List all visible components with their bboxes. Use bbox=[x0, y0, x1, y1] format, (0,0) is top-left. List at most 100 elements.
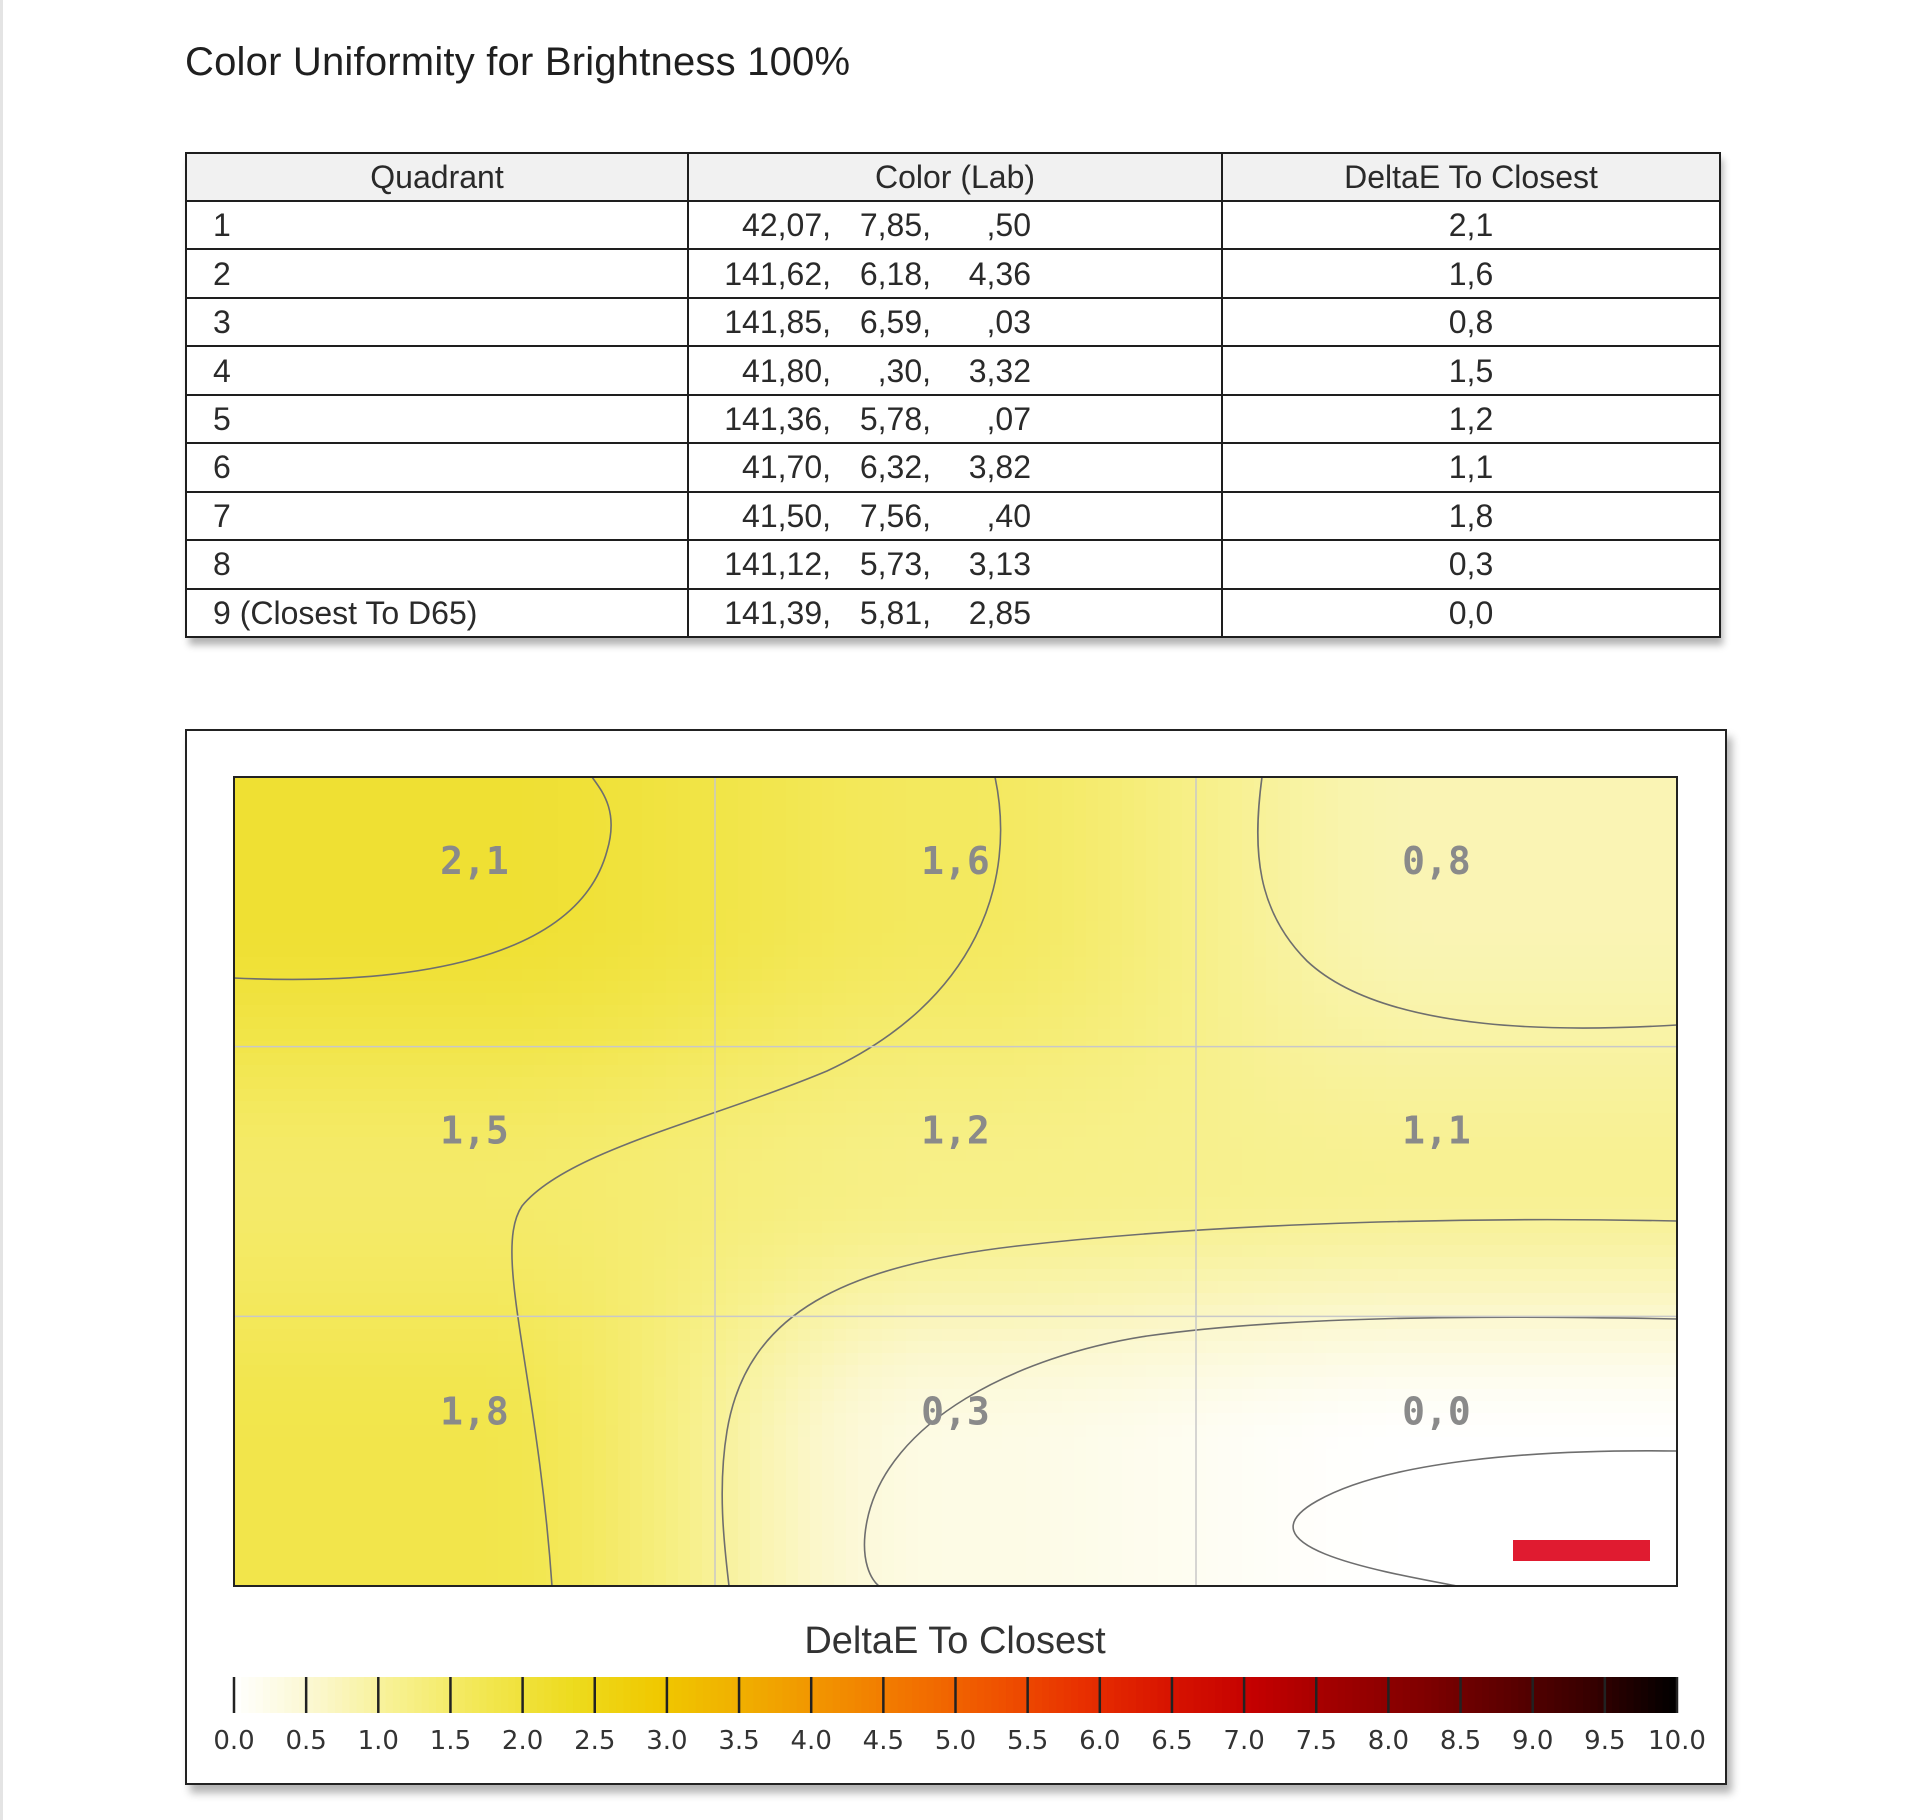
heat-tile bbox=[690, 1233, 703, 1246]
heat-tile bbox=[246, 1137, 259, 1150]
heat-tile bbox=[846, 1029, 859, 1042]
heat-tile bbox=[606, 813, 619, 826]
heat-tile bbox=[1602, 1233, 1615, 1246]
heat-tile bbox=[894, 801, 907, 814]
color-lab-cell: 41,80, ,30, 3,32 bbox=[687, 345, 1223, 396]
heat-tile bbox=[834, 897, 847, 910]
heat-tile bbox=[750, 861, 763, 874]
heat-tile bbox=[1410, 1077, 1423, 1090]
heat-tile bbox=[714, 1185, 727, 1198]
heat-tile bbox=[1458, 1221, 1471, 1234]
heat-tile bbox=[570, 1005, 583, 1018]
heat-tile bbox=[510, 873, 523, 886]
heat-tile bbox=[1314, 1233, 1327, 1246]
heat-tile bbox=[666, 789, 679, 802]
heat-tile bbox=[846, 957, 859, 970]
heat-tile bbox=[1566, 1209, 1579, 1222]
heat-tile bbox=[1398, 1113, 1411, 1126]
heat-tile bbox=[1602, 945, 1615, 958]
heat-tile bbox=[1578, 801, 1591, 814]
heat-tile bbox=[1326, 1101, 1339, 1114]
heat-tile bbox=[486, 1257, 499, 1270]
heat-tile bbox=[1482, 1197, 1495, 1210]
heat-tile bbox=[714, 885, 727, 898]
heat-tile bbox=[342, 1137, 355, 1150]
header-deltae: DeltaE To Closest bbox=[1221, 152, 1721, 202]
heat-tile bbox=[1050, 945, 1063, 958]
heat-tile bbox=[1110, 1017, 1123, 1030]
heat-tile bbox=[726, 1149, 739, 1162]
table-row: 8 141,12, 5,73, 3,13 0,3 bbox=[185, 539, 1721, 590]
heat-tile bbox=[834, 861, 847, 874]
heat-tile bbox=[654, 1209, 667, 1222]
heat-tile bbox=[1122, 825, 1135, 838]
heat-tile bbox=[1338, 837, 1351, 850]
heat-tile bbox=[1578, 993, 1591, 1006]
heat-tile bbox=[414, 777, 427, 790]
heat-tile bbox=[1470, 1209, 1483, 1222]
heat-tile bbox=[1518, 1053, 1531, 1066]
heat-tile bbox=[1290, 1077, 1303, 1090]
heat-tile bbox=[462, 885, 475, 898]
heat-tile bbox=[342, 933, 355, 946]
heat-tile bbox=[654, 909, 667, 922]
heat-tile bbox=[606, 1005, 619, 1018]
heat-tile bbox=[378, 1065, 391, 1078]
heat-tile bbox=[498, 1161, 511, 1174]
heat-tile bbox=[1098, 1233, 1111, 1246]
heat-tile bbox=[438, 1029, 451, 1042]
heat-tile bbox=[1506, 1089, 1519, 1102]
heat-tile bbox=[1350, 1101, 1363, 1114]
heat-tile bbox=[1194, 1185, 1207, 1198]
heat-tile bbox=[774, 849, 787, 862]
heat-tile bbox=[570, 1029, 583, 1042]
heat-tile bbox=[858, 981, 871, 994]
page-edge bbox=[0, 0, 3, 1820]
heat-tile bbox=[1230, 1137, 1243, 1150]
heat-tile bbox=[486, 1221, 499, 1234]
heat-tile bbox=[522, 993, 535, 1006]
heat-tile bbox=[1530, 921, 1543, 934]
heat-tile bbox=[1290, 945, 1303, 958]
heat-tile bbox=[1134, 1137, 1147, 1150]
heat-tile bbox=[294, 1209, 307, 1222]
heat-tile bbox=[1554, 933, 1567, 946]
heat-tile bbox=[666, 945, 679, 958]
heat-tile bbox=[1062, 1089, 1075, 1102]
heat-tile bbox=[1602, 981, 1615, 994]
heat-tile bbox=[1386, 837, 1399, 850]
heat-tile bbox=[1278, 897, 1291, 910]
heat-tile bbox=[1338, 1149, 1351, 1162]
lab-L-value: 41,70, bbox=[742, 449, 831, 486]
heat-tile bbox=[1386, 957, 1399, 970]
heat-tile bbox=[1074, 897, 1087, 910]
heat-tile bbox=[282, 981, 295, 994]
heat-tile bbox=[318, 897, 331, 910]
heat-tile bbox=[282, 1233, 295, 1246]
heat-tile bbox=[1398, 1017, 1411, 1030]
heat-tile bbox=[1386, 885, 1399, 898]
heat-tile bbox=[450, 1089, 463, 1102]
heat-tile bbox=[1014, 1053, 1027, 1066]
heat-tile bbox=[1026, 849, 1039, 862]
heat-tile bbox=[306, 777, 319, 790]
heat-tile bbox=[594, 861, 607, 874]
heat-tile bbox=[894, 993, 907, 1006]
heat-tile bbox=[1626, 813, 1639, 826]
heat-tile bbox=[318, 1137, 331, 1150]
heat-tile bbox=[486, 1137, 499, 1150]
heat-tile bbox=[894, 969, 907, 982]
heat-tile bbox=[1278, 1101, 1291, 1114]
heat-tile bbox=[1158, 789, 1171, 802]
heat-tile bbox=[762, 1137, 775, 1150]
heat-tile bbox=[1362, 909, 1375, 922]
heat-tile bbox=[630, 1029, 643, 1042]
heat-tile bbox=[930, 909, 943, 922]
heat-tile bbox=[1638, 1197, 1651, 1210]
heat-tile bbox=[870, 981, 883, 994]
heat-tile bbox=[762, 861, 775, 874]
quadrant-cell: 9 (Closest To D65) bbox=[185, 587, 689, 638]
heat-tile bbox=[1290, 837, 1303, 850]
heat-tile bbox=[894, 1245, 907, 1258]
heat-tile bbox=[954, 1161, 967, 1174]
